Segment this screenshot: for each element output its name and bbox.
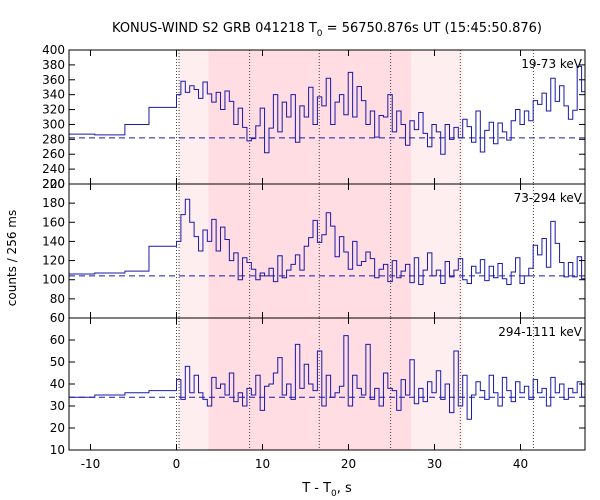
shaded-region [411, 50, 463, 184]
series-line-2 [69, 198, 585, 285]
x-tick-label: -10 [81, 457, 101, 471]
x-tick-label: 10 [255, 457, 270, 471]
panel-3: 10 20 30 40 50 60 -10 0 10 20 30 40 294-1111 keV [50, 317, 586, 471]
x-axis-label: T - T0, s [301, 481, 352, 499]
y-tick-label: 140 [42, 234, 65, 248]
y-tick-label: 20 [50, 421, 65, 435]
shaded-region [411, 184, 463, 318]
x-tick-label: 30 [427, 457, 442, 471]
y-tick-label: 360 [42, 73, 65, 87]
y-tick-label: 340 [42, 88, 65, 102]
panel-2: 60 80 100 120 140 160 180 200 73-294 keV [42, 177, 586, 325]
panel-label: 73-294 keV [514, 191, 583, 205]
chart-title: KONUS-WIND S2 GRB 041218 T0 = 56750.876s… [112, 21, 542, 39]
y-tick-label: 380 [42, 58, 65, 72]
y-tick-label: 220 [42, 177, 65, 191]
shaded-region [208, 184, 412, 318]
y-tick-label: 40 [50, 377, 65, 391]
y-tick-label: 280 [42, 132, 65, 146]
panel-label: 294-1111 keV [498, 325, 582, 339]
series-line-1 [69, 65, 585, 155]
y-tick-label: 30 [50, 399, 65, 413]
panel-label: 19-73 keV [521, 57, 583, 71]
y-tick-label: 60 [50, 333, 65, 347]
x-tick-label: 20 [341, 457, 356, 471]
y-tick-label: 160 [42, 215, 65, 229]
shaded-region [179, 184, 209, 318]
x-tick-label: 40 [513, 457, 528, 471]
y-tick-label: 400 [42, 43, 65, 57]
y-tick-label: 240 [42, 162, 65, 176]
y-tick-label: 200 [42, 177, 65, 191]
y-tick-label: 50 [50, 355, 65, 369]
x-tick-label: 0 [173, 457, 181, 471]
series-line-3 [69, 335, 585, 420]
y-tick-label: 100 [42, 273, 65, 287]
shaded-region [179, 50, 209, 184]
y-tick-label: 80 [50, 292, 65, 306]
y-tick-label: 320 [42, 103, 65, 117]
y-tick-label: 300 [42, 117, 65, 131]
y-tick-label: 120 [42, 254, 65, 268]
y-tick-label: 60 [50, 311, 65, 325]
shaded-region [208, 50, 412, 184]
shaded-region [411, 318, 463, 450]
y-tick-label: 180 [42, 196, 65, 210]
y-axis-label: counts / 256 ms [5, 210, 19, 306]
y-tick-label: 10 [50, 443, 65, 457]
y-tick-label: 260 [42, 147, 65, 161]
